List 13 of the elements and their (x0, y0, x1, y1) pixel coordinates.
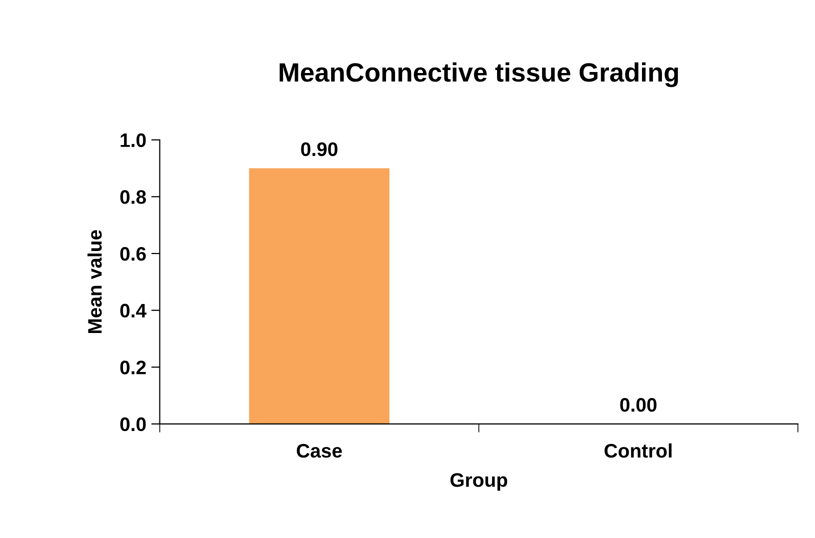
y-tick-label: 0.6 (120, 246, 146, 261)
x-axis-title: Group (450, 473, 508, 491)
x-tick-label: Case (296, 444, 342, 458)
y-tick-label: 0.2 (120, 360, 146, 374)
y-tick-label: 1.0 (120, 133, 146, 148)
chart-title: MeanConnective tissue Grading (280, 62, 678, 88)
data-label: 0.00 (620, 398, 656, 412)
data-label: 0.90 (301, 142, 338, 156)
x-tick-label: Control (604, 443, 672, 458)
y-tick-label: 0.0 (120, 417, 146, 432)
y-tick-label: 0.8 (120, 190, 146, 204)
y-axis-title: Mean value (88, 230, 102, 334)
y-tick-label: 0.4 (120, 304, 146, 318)
